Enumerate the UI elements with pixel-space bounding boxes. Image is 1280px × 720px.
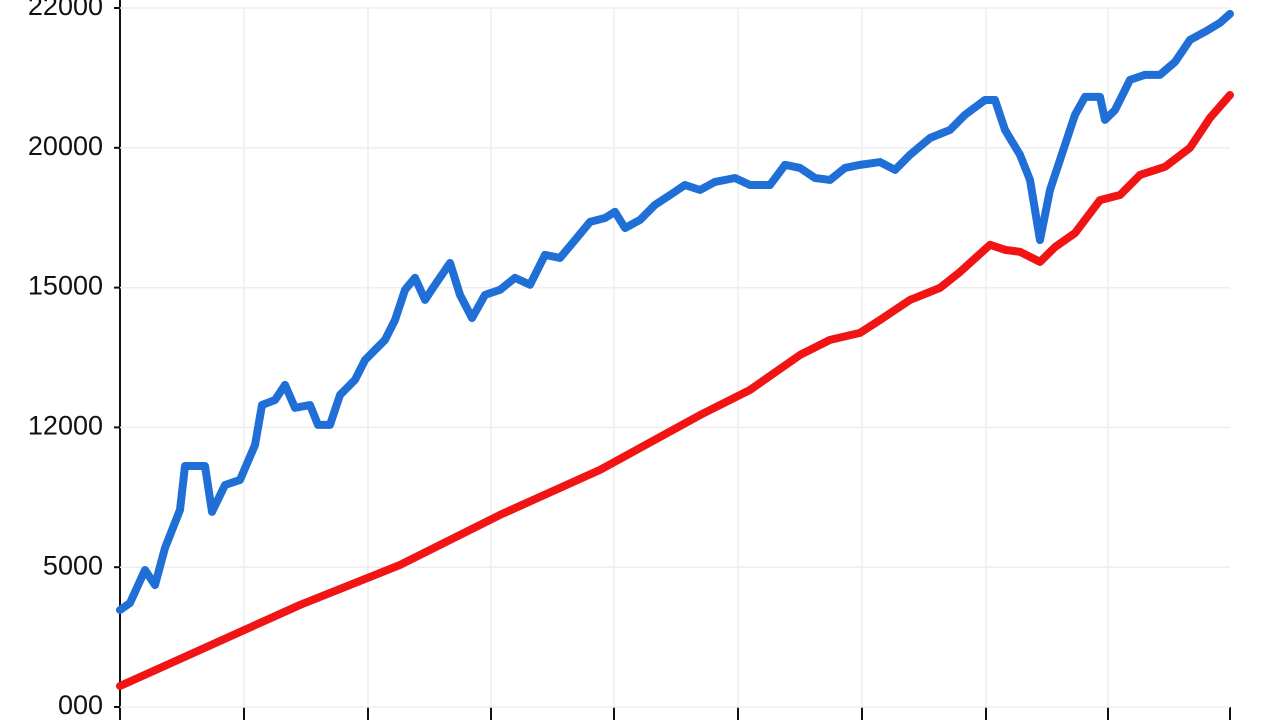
series-line xyxy=(116,90,1234,691)
y-tick-label: 000 xyxy=(58,690,103,720)
y-tick-label: 5000 xyxy=(43,550,103,580)
y-tick-label: 20000 xyxy=(28,131,103,161)
y-tick-label: 12000 xyxy=(28,411,103,441)
x-grid xyxy=(243,8,1109,707)
x-ticks xyxy=(119,707,1231,720)
y-tick-label: 22000 xyxy=(28,0,103,21)
series-line xyxy=(116,9,1234,614)
y-tick-label: 15000 xyxy=(28,271,103,301)
